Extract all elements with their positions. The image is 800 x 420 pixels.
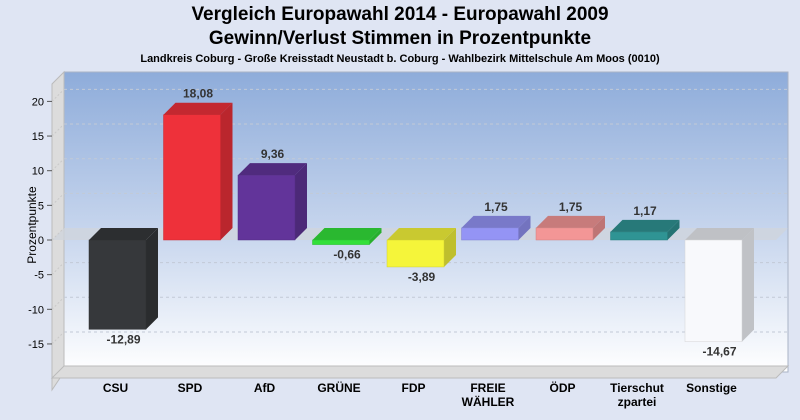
x-tick-label: ÖDP bbox=[549, 380, 575, 395]
bar-top bbox=[685, 228, 754, 240]
bar-side bbox=[518, 215, 531, 240]
x-tick-label: CSU bbox=[103, 381, 128, 395]
bar-side bbox=[369, 228, 382, 245]
bar-top bbox=[312, 228, 382, 240]
x-tick-label: Tierschut bbox=[610, 381, 664, 395]
bar-spd bbox=[163, 102, 233, 241]
chart-subtitle: Gewinn/Verlust Stimmen in Prozentpunkte bbox=[208, 28, 592, 49]
y-tick-label: 5 bbox=[38, 200, 44, 212]
bar-top bbox=[387, 228, 456, 240]
x-tick-label: FDP bbox=[402, 381, 426, 395]
bar-sonstige bbox=[684, 228, 754, 342]
y-tick-label: 10 bbox=[32, 166, 44, 178]
bar-side bbox=[742, 228, 754, 342]
bar-side bbox=[593, 215, 605, 240]
bar-fdp bbox=[386, 228, 456, 268]
y-tick-label: -10 bbox=[28, 304, 44, 316]
bar-top bbox=[536, 215, 605, 228]
chart-title: Vergleich Europawahl 2014 - Europawahl 2… bbox=[191, 4, 609, 25]
x-tick-label: SPD bbox=[178, 381, 203, 395]
bar-front bbox=[535, 227, 594, 241]
grid-line-side bbox=[51, 227, 65, 241]
y-tick-label: -5 bbox=[34, 270, 44, 282]
bar-side bbox=[444, 228, 456, 267]
bar-top bbox=[610, 219, 680, 232]
bar-side bbox=[146, 228, 158, 330]
bar-top bbox=[238, 163, 307, 176]
bar-top bbox=[163, 102, 233, 115]
grid-line-side bbox=[51, 296, 65, 310]
bar-side bbox=[667, 219, 680, 240]
bar-freie-wähler bbox=[461, 215, 531, 241]
y-axis-ticks: 20 15 10 5 0 -5 -10 -15 bbox=[28, 96, 52, 351]
bar-front bbox=[610, 231, 668, 241]
bar-csu bbox=[88, 228, 158, 330]
x-tick-label: FREIE bbox=[470, 381, 505, 395]
value-label: 1,17 bbox=[633, 204, 657, 218]
value-label: -3,89 bbox=[408, 270, 436, 284]
bar-afd bbox=[237, 163, 307, 241]
grid-line-side bbox=[51, 123, 65, 137]
bar-grüne bbox=[312, 228, 382, 245]
bar-front bbox=[312, 239, 370, 245]
y-tick-label: -15 bbox=[28, 339, 44, 351]
value-label: -12,89 bbox=[106, 332, 140, 346]
value-label: -14,67 bbox=[702, 345, 736, 359]
bar-ödp bbox=[535, 215, 605, 241]
bar-front bbox=[684, 239, 743, 342]
bar-side bbox=[295, 163, 307, 240]
bar-tierschutzpartei bbox=[610, 219, 680, 241]
x-tick-label: zpartei bbox=[618, 395, 657, 409]
chart-caption: Landkreis Coburg - Große Kreisstadt Neus… bbox=[140, 53, 660, 65]
value-label: 1,75 bbox=[559, 200, 583, 214]
y-tick-label: 15 bbox=[32, 131, 44, 143]
value-labels: -12,89 18,08 9,36 -0,66 -3,89 1,75 1,75 1,17 -14… bbox=[106, 87, 736, 359]
x-tick-label: AfD bbox=[254, 381, 276, 395]
value-label: -0,66 bbox=[333, 248, 361, 262]
value-label: 1,75 bbox=[484, 200, 508, 214]
bar-front bbox=[237, 174, 296, 241]
bar-front bbox=[88, 239, 147, 330]
value-label: 9,36 bbox=[261, 147, 285, 161]
x-tick-label: GRÜNE bbox=[317, 380, 360, 395]
y-tick-label: 20 bbox=[32, 96, 44, 108]
bar-front bbox=[163, 114, 221, 241]
bar-front bbox=[386, 239, 445, 268]
bar-side bbox=[220, 102, 233, 240]
grid-line-side bbox=[51, 192, 65, 206]
x-tick-label: Sonstige bbox=[686, 381, 737, 395]
x-tick-label: WÄHLER bbox=[462, 394, 515, 409]
y-tick-label: 0 bbox=[38, 235, 44, 247]
bar-top bbox=[89, 228, 158, 240]
grid-line-side bbox=[51, 158, 65, 172]
grid-line-side bbox=[51, 331, 65, 345]
value-label: 18,08 bbox=[183, 87, 213, 101]
plot-floor bbox=[50, 365, 790, 379]
grid-line-side bbox=[51, 262, 65, 276]
grid-line-side bbox=[51, 89, 65, 102]
bar-front bbox=[461, 227, 519, 241]
bars bbox=[88, 102, 754, 342]
bar-top bbox=[461, 215, 531, 228]
